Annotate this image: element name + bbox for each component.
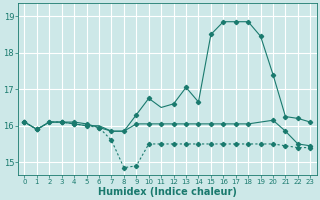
X-axis label: Humidex (Indice chaleur): Humidex (Indice chaleur) — [98, 187, 237, 197]
